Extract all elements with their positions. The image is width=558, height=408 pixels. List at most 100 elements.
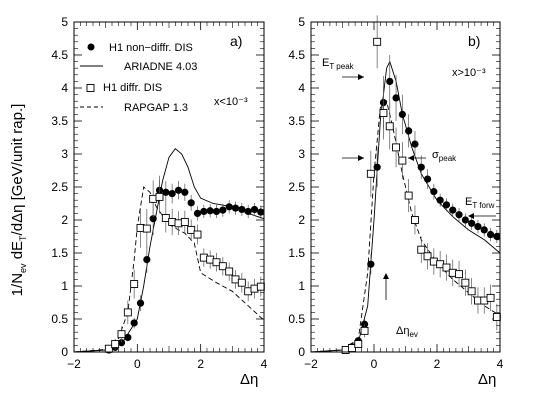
svg-text:σpeak: σpeak — [432, 149, 457, 163]
point-b-diffr-5 — [373, 37, 382, 46]
point-b-nondiffr-17 — [449, 206, 457, 214]
y-tick-label-a-4: 2 — [61, 213, 68, 227]
point-b-diffr-6 — [379, 109, 388, 118]
point-a-diffr-8 — [155, 192, 164, 201]
point-b-diffr-20 — [467, 287, 476, 296]
y-tick-label-b-7: 3.5 — [288, 114, 305, 128]
point-b-diffr-3 — [360, 326, 369, 335]
point-b-nondiffr-16 — [442, 201, 451, 209]
annotation-et-peak: ET peak — [322, 57, 364, 80]
point-a-diffr-24 — [256, 282, 265, 291]
point-b-diffr-18 — [455, 270, 463, 279]
x-tick-label-a-3: 4 — [261, 357, 268, 371]
y-tick-label-a-8: 4 — [61, 81, 68, 95]
svg-text:ET peak: ET peak — [322, 57, 355, 71]
point-a-nondiffr-20 — [231, 204, 240, 212]
y-tick-label-a-5: 2.5 — [51, 180, 68, 194]
annotation-sigma-peak: σpeak — [342, 149, 457, 163]
point-a-nondiffr-5 — [136, 299, 145, 307]
point-a-nondiffr-9 — [162, 188, 170, 196]
point-b-diffr-8 — [392, 143, 400, 152]
y-tick-label-b-1: 0.5 — [288, 312, 305, 326]
legend-label-nondiffr: H1 non−diffr. DIS — [109, 42, 193, 54]
y-tick-label-b-4: 2 — [298, 213, 305, 227]
point-b-nondiffr-10 — [405, 127, 413, 135]
point-b-diffr-23 — [486, 293, 495, 302]
y-tick-label-b-10: 5 — [298, 15, 305, 29]
panel-a: 00.511.522.533.544.55−2 0 2 4 a) x<10⁻³ Δη … — [51, 15, 267, 388]
point-b-diffr-11 — [411, 216, 419, 224]
point-a-nondiffr-10 — [168, 190, 176, 198]
y-tick-label-b-2: 1 — [298, 279, 305, 293]
point-a-nondiffr-16 — [206, 207, 214, 215]
kinematic-label-a: x<10⁻³ — [214, 96, 248, 108]
point-b-diffr-19 — [461, 278, 470, 287]
y-tick-label-b-3: 1.5 — [288, 246, 305, 260]
y-tick-label-b-6: 3 — [298, 147, 305, 161]
legend-marker-diffr — [86, 84, 95, 92]
point-b-nondiffr-12 — [417, 163, 425, 171]
x-tick-label-a-0: −2 — [67, 357, 81, 371]
y-tick-label-a-2: 1 — [61, 279, 68, 293]
point-b-nondiffr-18 — [455, 211, 463, 219]
point-b-diffr-2 — [354, 340, 363, 349]
curve-a-ariadne — [73, 148, 265, 353]
legend-label-rapgap: RAPGAP 1.3 — [124, 102, 188, 114]
annotation-et-forw: ET forw — [465, 196, 496, 219]
x-tick-label-b-2: 2 — [434, 357, 441, 371]
curve-a-rapgap — [73, 186, 265, 353]
point-a-diffr-1 — [111, 340, 120, 349]
point-a-nondiffr-4 — [130, 319, 138, 327]
svg-text:ET forw: ET forw — [465, 196, 495, 210]
point-b-nondiffr-4 — [367, 260, 375, 268]
y-tick-label-b-9: 4.5 — [288, 48, 305, 62]
point-a-nondiffr-21 — [238, 205, 246, 214]
kinematic-label-b: x>10⁻³ — [452, 67, 486, 79]
x-tick-label-a-1: 0 — [134, 357, 141, 371]
y-tick-label-a-6: 3 — [61, 147, 68, 161]
y-tick-label-a-7: 3.5 — [51, 114, 68, 128]
point-b-nondiffr-20 — [468, 219, 476, 227]
legend-label-diffr: H1 diffr. DIS — [103, 82, 162, 94]
point-a-nondiffr-24 — [257, 208, 265, 216]
point-a-diffr-2 — [117, 330, 126, 339]
point-b-nondiffr-5 — [373, 163, 381, 171]
point-b-nondiffr-7 — [386, 77, 394, 85]
x-axis-title-a: Δη — [240, 371, 258, 388]
curve-b-rapgap — [310, 100, 501, 353]
y-tick-label-a-1: 0.5 — [51, 312, 68, 326]
point-a-diffr-9 — [161, 214, 170, 222]
x-tick-label-a-2: 2 — [197, 357, 204, 371]
x-tick-label-b-1: 0 — [371, 357, 378, 371]
point-a-nondiffr-6 — [143, 256, 151, 264]
point-b-nondiffr-23 — [486, 230, 495, 239]
x-tick-label-b-3: 4 — [497, 357, 504, 371]
point-a-diffr-6 — [142, 224, 151, 233]
point-a-diffr-21 — [237, 278, 246, 287]
point-a-nondiffr-12 — [181, 188, 189, 196]
point-a-nondiffr-3 — [124, 333, 132, 342]
point-a-nondiffr-15 — [200, 207, 208, 216]
legend-label-ariadne: ARIADNE 4.03 — [124, 61, 197, 73]
y-tick-label-a-0: 0 — [61, 345, 68, 359]
point-a-diffr-19 — [225, 267, 234, 276]
point-a-nondiffr-11 — [174, 186, 183, 194]
y-tick-label-a-3: 1.5 — [51, 246, 68, 260]
point-a-diffr-4 — [130, 280, 139, 288]
point-b-nondiffr-13 — [423, 175, 432, 183]
y-tick-label-b-0: 0 — [298, 345, 305, 359]
legend: H1 non−diffr. DIS ARIADNE 4.03 H1 diffr.… — [80, 42, 197, 114]
point-a-nondiffr-22 — [244, 207, 252, 216]
x-axis-title-b: Δη — [478, 371, 496, 388]
x-tick-label-b-0: −2 — [304, 357, 318, 371]
point-b-nondiffr-8 — [392, 94, 400, 102]
legend-marker-nondiffr — [87, 43, 95, 51]
point-a-diffr-12 — [180, 218, 189, 226]
point-b-diffr-7 — [385, 122, 394, 131]
y-tick-label-b-8: 4 — [298, 81, 305, 95]
point-b-diffr-24 — [492, 313, 501, 321]
point-b-nondiffr-14 — [430, 188, 438, 196]
point-a-diffr-13 — [187, 225, 196, 234]
point-a-nondiffr-18 — [219, 206, 227, 214]
